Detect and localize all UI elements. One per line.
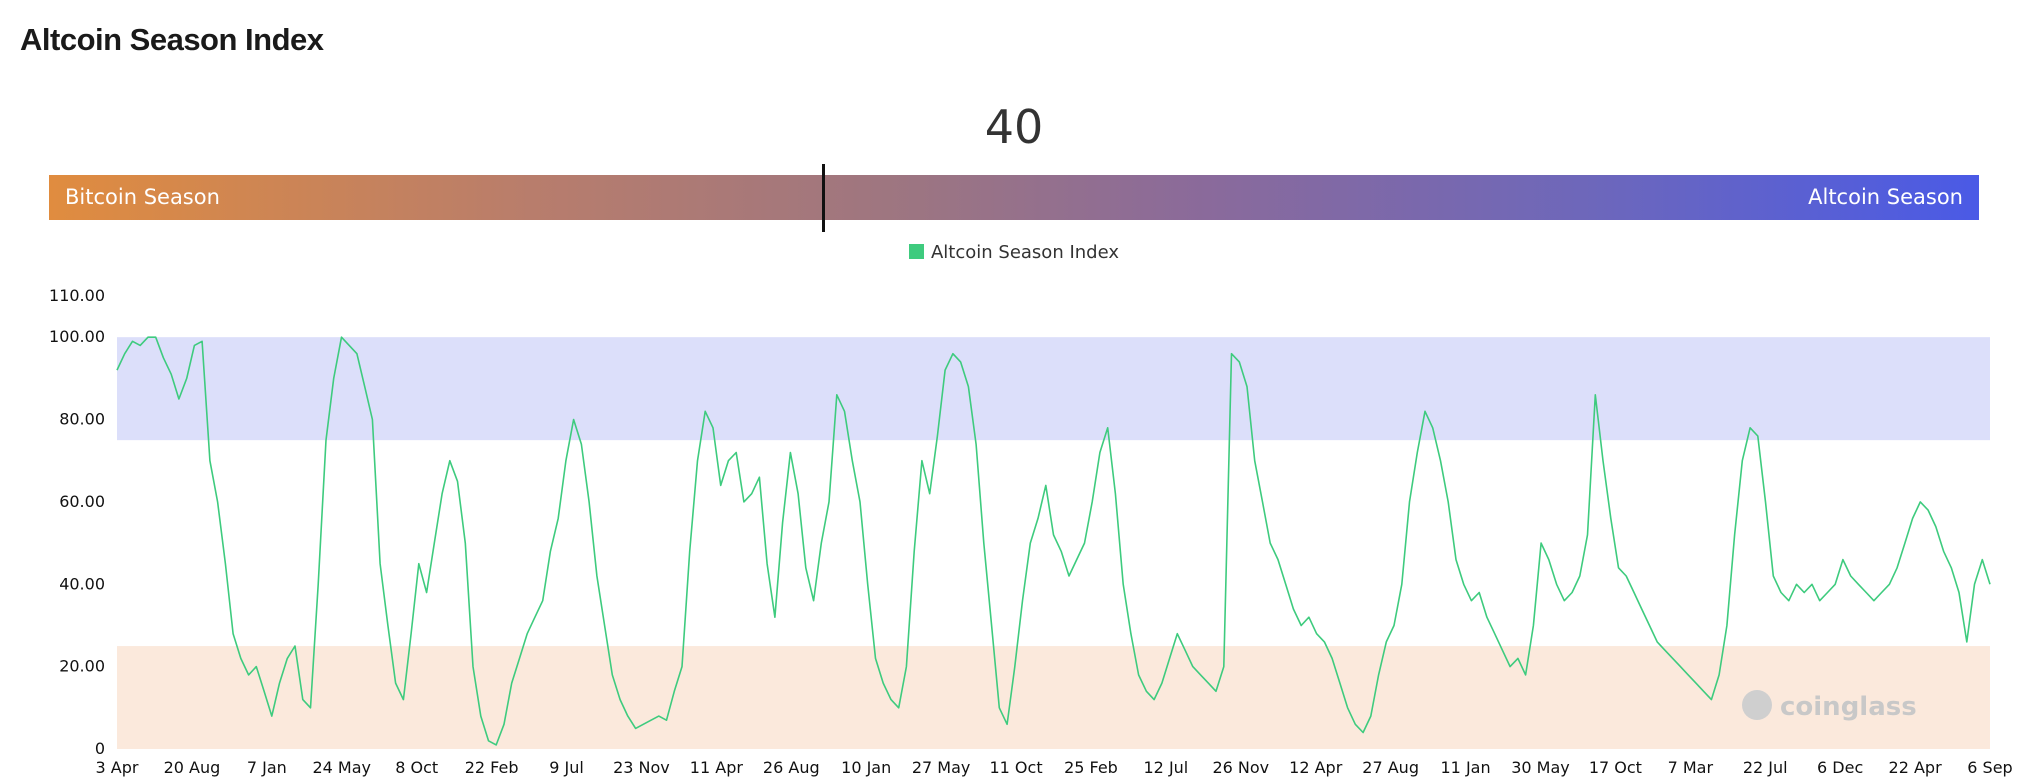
x-tick-label: 6 Dec (1817, 758, 1863, 777)
watermark-text: coinglass (1780, 692, 1917, 722)
gauge-right-label: Altcoin Season (1808, 185, 1963, 209)
x-tick-label: 17 Oct (1589, 758, 1642, 777)
x-tick-label: 25 Feb (1064, 758, 1118, 777)
x-tick-label: 23 Nov (613, 758, 670, 777)
band-0 (117, 337, 1990, 441)
x-tick-label: 12 Apr (1289, 758, 1343, 777)
x-tick-label: 27 May (912, 758, 971, 777)
y-tick-label: 110.00 (49, 286, 105, 305)
series-line-altcoin-season-index[interactable] (116, 336, 1991, 746)
gauge-value: 40 (984, 100, 1044, 154)
y-tick-label: 60.00 (59, 492, 105, 511)
y-tick-label: 100.00 (49, 327, 105, 346)
x-tick-label: 26 Aug (763, 758, 820, 777)
x-tick-label: 7 Jan (247, 758, 287, 777)
altcoin-season-chart[interactable]: 0 20.00 40.00 60.00 80.00 100.00 110.00 3 Apr 2… (0, 270, 2028, 778)
gauge-marker (822, 164, 825, 232)
x-tick-label: 22 Jul (1743, 758, 1788, 777)
x-tick-label: 6 Sep (1967, 758, 2012, 777)
x-tick-label: 24 May (312, 758, 371, 777)
legend-swatch (908, 244, 924, 259)
x-tick-label: 7 Mar (1668, 758, 1714, 777)
x-tick-label: 27 Aug (1362, 758, 1419, 777)
x-tick-label: 11 Apr (690, 758, 744, 777)
y-tick-label: 0 (95, 739, 105, 758)
gauge-left-label: Bitcoin Season (65, 185, 220, 209)
y-tick-label: 40.00 (59, 574, 105, 593)
legend-label: Altcoin Season Index (930, 242, 1119, 263)
x-tick-label: 10 Jan (841, 758, 891, 777)
coinglass-watermark: coinglass (1742, 690, 1917, 722)
x-tick-label: 20 Aug (164, 758, 221, 777)
y-tick-label: 80.00 (59, 410, 105, 429)
chart-legend[interactable]: Altcoin Season Index (0, 242, 2028, 263)
x-tick-label: 22 Feb (465, 758, 519, 777)
x-tick-label: 12 Jul (1144, 758, 1189, 777)
x-tick-label: 22 Apr (1889, 758, 1943, 777)
page-title: Altcoin Season Index (20, 22, 324, 57)
x-tick-label: 30 May (1511, 758, 1570, 777)
x-tick-label: 11 Oct (989, 758, 1042, 777)
season-gauge: Bitcoin Season Altcoin Season (49, 175, 1979, 220)
x-tick-label: 9 Jul (549, 758, 584, 777)
coinglass-logo-icon (1742, 690, 1772, 720)
x-tick-label: 11 Jan (1441, 758, 1491, 777)
x-tick-label: 3 Apr (96, 758, 139, 777)
y-tick-label: 20.00 (59, 657, 105, 676)
x-tick-label: 26 Nov (1212, 758, 1269, 777)
x-tick-label: 8 Oct (395, 758, 438, 777)
